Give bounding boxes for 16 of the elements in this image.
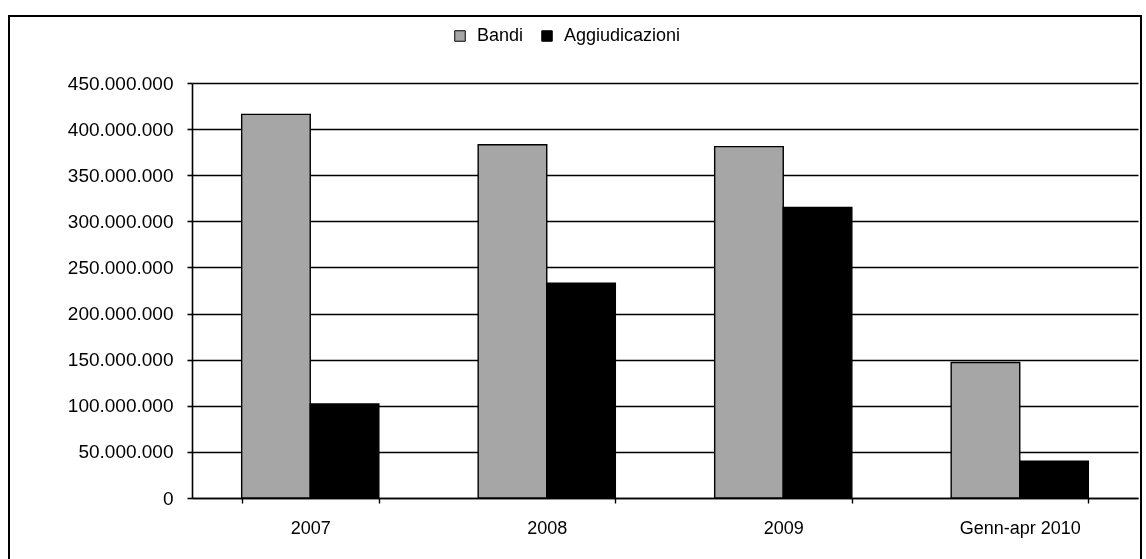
y-tick-label: 350.000.000	[67, 164, 174, 186]
y-tick-label: 450.000.000	[67, 72, 174, 94]
x-tick-label: Genn-apr 2010	[959, 517, 1081, 538]
legend-label: Aggiudicazioni	[564, 25, 681, 45]
y-tick-label: 250.000.000	[67, 256, 174, 278]
y-tick-label: 150.000.000	[67, 349, 174, 371]
legend-label: Bandi	[477, 25, 524, 45]
y-tick-label: 50.000.000	[78, 441, 174, 463]
x-tick-label: 2009	[763, 517, 804, 538]
y-tick-label: 0	[162, 487, 174, 509]
x-tick-label: 2007	[290, 517, 331, 538]
y-tick-label: 100.000.000	[67, 395, 174, 417]
x-tick-label: 2008	[527, 517, 568, 538]
y-tick-label: 300.000.000	[67, 210, 174, 232]
y-tick-label: 200.000.000	[67, 303, 174, 325]
y-tick-label: 400.000.000	[67, 118, 174, 140]
